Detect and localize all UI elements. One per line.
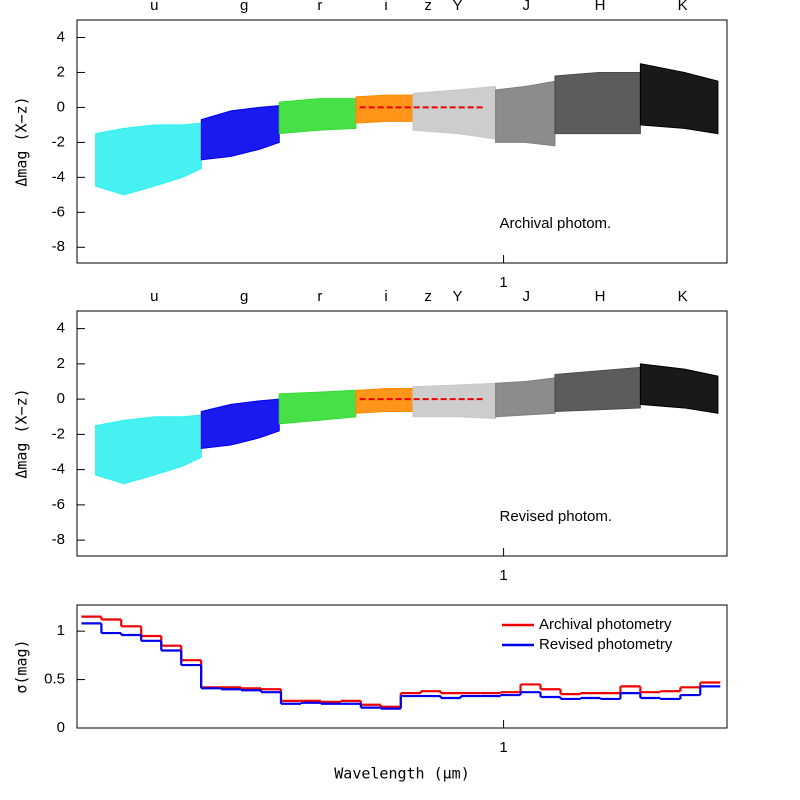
band-label: u (150, 288, 158, 305)
y-axis-label: Δmag (X−z) (13, 388, 31, 478)
band-label: Y (452, 288, 462, 305)
band-cloud (412, 382, 497, 420)
band-label: i (384, 288, 387, 305)
band-label: g (240, 0, 248, 14)
y-tick-label: 0 (57, 98, 65, 115)
band-cloud (95, 414, 202, 485)
band-cloud (639, 363, 719, 414)
band-label: r (317, 288, 322, 305)
y-tick-label: 0.5 (44, 671, 65, 688)
y-tick-label: -2 (52, 133, 65, 150)
band-cloud (412, 85, 497, 140)
y-tick-label: 1 (57, 622, 65, 639)
band-cloud (355, 94, 414, 124)
annotation: Archival photom. (500, 215, 612, 232)
band-cloud (95, 122, 202, 196)
legend-label: Revised photometry (539, 636, 673, 653)
y-tick-label: 2 (57, 63, 65, 80)
band-label: g (240, 288, 248, 305)
y-tick-label: 0 (57, 719, 65, 736)
band-label: z (424, 0, 432, 14)
band-cloud (554, 366, 641, 412)
plot-frame (76, 19, 728, 264)
band-label: Y (452, 0, 462, 14)
band-label: J (523, 288, 531, 305)
y-tick-label: 2 (57, 355, 65, 372)
plot-frame (76, 604, 728, 729)
y-tick-label: 4 (57, 320, 65, 337)
band-cloud (200, 398, 280, 450)
y-tick-label: -2 (52, 425, 65, 442)
y-axis-label: σ(mag) (13, 639, 31, 693)
band-cloud (278, 389, 357, 425)
x-tick-label: 1 (499, 567, 507, 584)
y-tick-label: -4 (52, 461, 65, 478)
y-tick-label: -8 (52, 531, 65, 548)
y-axis-label: Δmag (X−z) (13, 96, 31, 186)
band-cloud (554, 71, 641, 135)
x-tick-label: 1 (499, 739, 507, 756)
legend-label: Archival photometry (539, 616, 672, 633)
x-tick-label: 1 (499, 274, 507, 291)
band-label: K (678, 288, 688, 305)
y-tick-label: -8 (52, 238, 65, 255)
band-cloud (355, 388, 414, 414)
band-cloud (495, 377, 556, 418)
y-tick-label: 0 (57, 390, 65, 407)
plot-frame (76, 310, 728, 557)
annotation: Revised photom. (500, 508, 613, 525)
band-label: r (317, 0, 322, 14)
y-tick-label: 4 (57, 28, 65, 45)
x-axis-label: Wavelength (μm) (334, 765, 469, 783)
band-label: K (678, 0, 688, 14)
band-label: u (150, 0, 158, 14)
band-label: H (595, 288, 606, 305)
band-cloud (200, 105, 280, 161)
band-cloud (495, 80, 556, 147)
y-tick-label: -6 (52, 496, 65, 513)
band-label: H (595, 0, 606, 14)
band-cloud (278, 98, 357, 135)
band-label: J (523, 0, 531, 14)
band-label: i (384, 0, 387, 14)
band-label: z (424, 288, 432, 305)
y-tick-label: -6 (52, 203, 65, 220)
y-tick-label: -4 (52, 168, 65, 185)
band-cloud (639, 63, 719, 135)
